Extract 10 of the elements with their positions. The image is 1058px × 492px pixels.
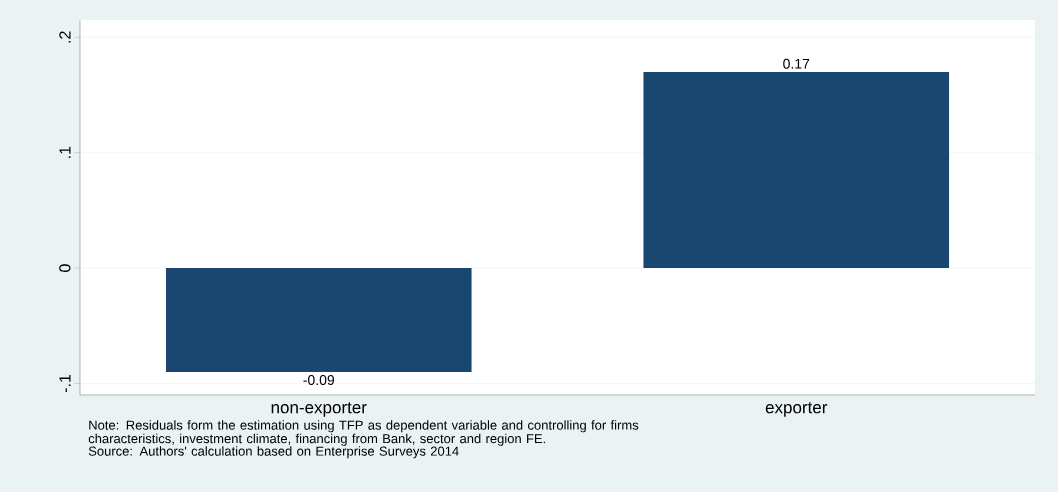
x-tick-label: non-exporter [271, 402, 367, 417]
source-note: Source: Authors' calculation based on Enterprise Surveys 2014 [88, 446, 459, 459]
data-label: -0.09 [303, 375, 335, 386]
text: Note: Residuals form the estimation using TFP as dependent variable and controlling for firms characteristics, investment climate, financing from Bank, sector and region FE. [88, 420, 639, 446]
y-tick-label: -.1 [59, 374, 71, 393]
y-tick-label: 0 [59, 264, 71, 272]
x-tick-label: exporter [765, 402, 828, 417]
data-label: 0.17 [783, 58, 810, 69]
y-tick-label: .1 [59, 146, 71, 158]
y-tick-label: .2 [59, 31, 71, 43]
